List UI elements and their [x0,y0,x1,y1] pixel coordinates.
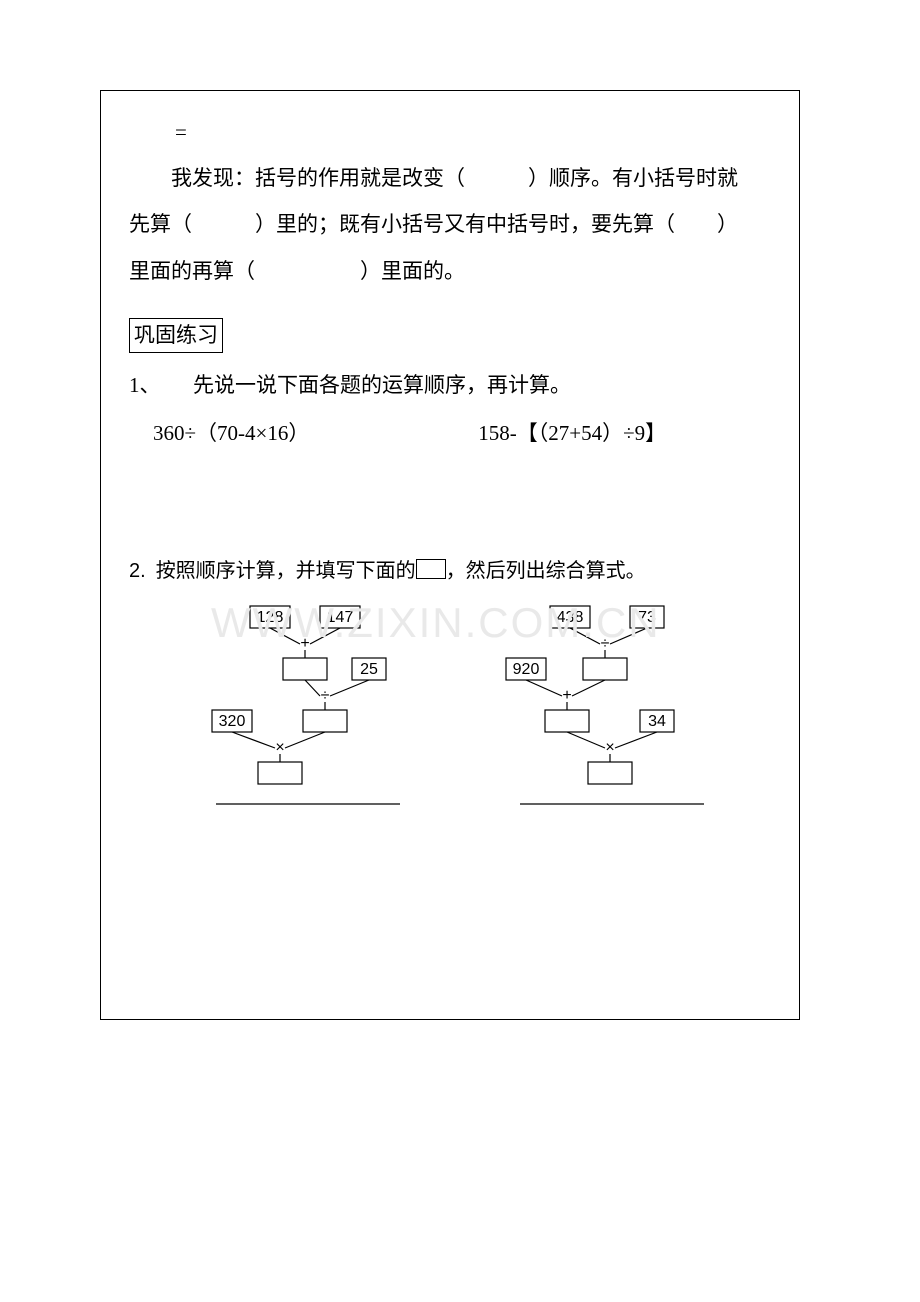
dr-top-right: 73 [638,609,656,626]
diagrams-row: 128 147 + 25 ÷ [129,600,771,827]
dl-op3: × [275,739,284,756]
dl-side2: 320 [219,713,246,730]
question-1: 1、先说一说下面各题的运算顺序，再计算。 [129,362,771,408]
q1-text: 先说一说下面各题的运算顺序，再计算。 [193,373,571,397]
dr-op3: × [605,739,614,756]
q2-text-after: ，然后列出综合算式。 [446,560,646,582]
dr-side2: 34 [648,713,666,730]
q1-number: 1、 [129,362,193,408]
dl-top-right: 147 [327,609,354,626]
q2-number: 2. [129,560,146,582]
discovery-line-2: 先算（ ）里的；既有小括号又有中括号时，要先算（ ） [129,201,771,247]
diagram-left: 128 147 + 25 ÷ [180,600,420,827]
dr-top-left: 438 [557,609,584,626]
q1-expr-a: 360÷（70-4×16） [153,410,473,456]
dr-op1: ÷ [601,635,610,652]
diagram-right: 438 73 ÷ 920 + [480,600,720,827]
dl-op2: ÷ [321,687,330,704]
discovery-line-3: 里面的再算（ ）里面的。 [129,248,771,294]
dl-op1: + [300,635,309,652]
question-2: 2. 按照顺序计算，并填写下面的 ，然后列出综合算式。 [129,556,771,586]
practice-title: 巩固练习 [129,318,223,354]
q1-expr-b: 158-【（27+54）÷9】 [478,410,666,456]
blank-box-icon [416,559,446,579]
dr-side1: 920 [513,661,540,678]
equals-line: = [129,109,771,155]
dr-op2: + [562,687,571,704]
q1-expressions: 360÷（70-4×16） 158-【（27+54）÷9】 [129,410,771,456]
discovery-line-1: 我发现：括号的作用就是改变（ ）顺序。有小括号时就 [129,155,771,201]
dl-top-left: 128 [257,609,284,626]
content-frame: = 我发现：括号的作用就是改变（ ）顺序。有小括号时就 先算（ ）里的；既有小括… [100,90,800,1020]
q2-text-before: 按照顺序计算，并填写下面的 [156,560,416,582]
dl-side1: 25 [360,661,378,678]
